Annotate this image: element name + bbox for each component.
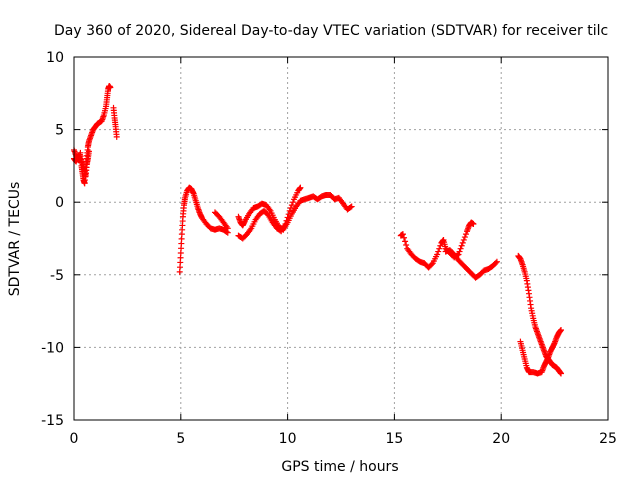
data-point (462, 231, 469, 238)
data-point (113, 133, 120, 140)
data-point (223, 228, 230, 235)
data-point (401, 234, 408, 241)
data-point (435, 248, 442, 255)
data-points (71, 83, 565, 377)
data-point (282, 220, 289, 227)
data-point (492, 259, 499, 266)
data-point (285, 211, 292, 218)
data-point (457, 245, 464, 252)
data-point (297, 184, 304, 191)
data-point (347, 204, 354, 211)
data-point (289, 199, 296, 206)
axis-ticks: 0 5 10 15 20 25 -15 -10 -5 0 5 10 (41, 50, 617, 447)
x-tick-label: 15 (385, 431, 403, 447)
y-tick-label: 5 (55, 123, 64, 139)
data-point (461, 234, 468, 241)
x-tick-label: 25 (599, 431, 617, 447)
data-point (284, 214, 291, 221)
x-tick-label: 20 (492, 431, 510, 447)
data-point (428, 261, 435, 268)
y-tick-label: -5 (50, 268, 64, 284)
data-point (458, 242, 465, 249)
data-point (348, 203, 355, 210)
data-point (558, 370, 565, 377)
data-point (456, 248, 463, 255)
chart-title: Day 360 of 2020, Sidereal Day-to-day VTE… (54, 23, 608, 39)
data-point (399, 231, 406, 238)
data-point (286, 207, 293, 214)
plot-frame (73, 56, 609, 421)
data-point (470, 220, 477, 227)
data-point (403, 242, 410, 249)
data-point (402, 238, 409, 245)
x-tick-label: 0 (70, 431, 79, 447)
data-point (459, 239, 466, 246)
data-point (288, 202, 295, 209)
y-tick-label: 10 (46, 50, 64, 66)
y-axis-label: SDTVAR / TECUs (7, 182, 23, 297)
data-point (437, 242, 444, 249)
x-tick-label: 10 (279, 431, 297, 447)
x-axis-label: GPS time / hours (281, 459, 398, 475)
data-point (107, 84, 114, 91)
data-point (493, 258, 500, 265)
data-point (460, 236, 467, 243)
data-point (283, 217, 290, 224)
data-point (85, 148, 92, 155)
data-point (287, 205, 294, 212)
y-tick-label: 0 (55, 195, 64, 211)
data-point (436, 245, 443, 252)
y-tick-label: -10 (41, 340, 64, 356)
data-point (558, 326, 565, 333)
data-point (434, 251, 441, 258)
x-tick-label: 5 (176, 431, 185, 447)
y-tick-label: -15 (41, 413, 64, 429)
data-point (224, 225, 231, 232)
